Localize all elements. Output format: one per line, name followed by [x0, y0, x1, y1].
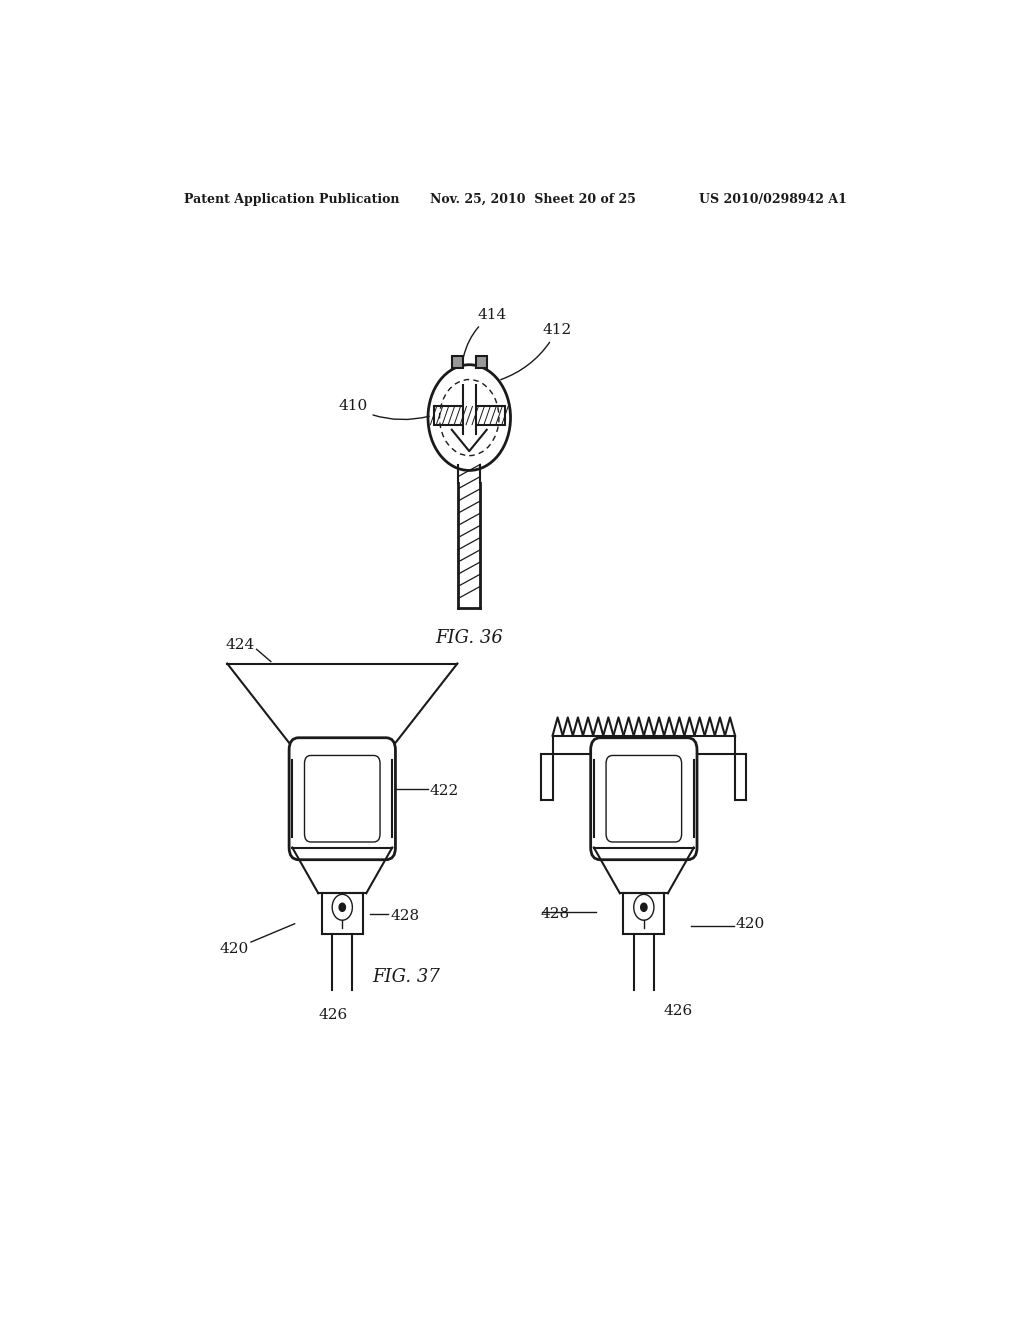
Text: FIG. 36: FIG. 36 [435, 630, 503, 647]
Text: 420: 420 [735, 917, 764, 931]
Bar [452, 355, 463, 368]
Text: 424: 424 [225, 639, 255, 652]
Circle shape [339, 903, 345, 911]
Text: FIG. 37: FIG. 37 [372, 968, 439, 986]
Text: 428: 428 [541, 907, 569, 920]
Circle shape [641, 903, 647, 911]
Text: 414: 414 [464, 308, 507, 356]
Bar [433, 407, 505, 425]
Text: 410: 410 [338, 400, 429, 420]
Text: Nov. 25, 2010  Sheet 20 of 25: Nov. 25, 2010 Sheet 20 of 25 [430, 193, 636, 206]
FancyBboxPatch shape [289, 738, 395, 859]
Bar [475, 355, 486, 368]
Text: 422: 422 [430, 784, 459, 797]
Text: 428: 428 [390, 908, 419, 923]
Text: 426: 426 [664, 1005, 693, 1018]
FancyBboxPatch shape [606, 755, 682, 842]
Text: US 2010/0298942 A1: US 2010/0298942 A1 [699, 193, 847, 206]
Text: 426: 426 [318, 1008, 347, 1022]
FancyBboxPatch shape [591, 738, 697, 859]
Text: 420: 420 [219, 942, 249, 956]
Text: 412: 412 [501, 323, 571, 380]
FancyBboxPatch shape [304, 755, 380, 842]
Bar [463, 385, 475, 434]
Bar [433, 407, 505, 425]
Text: Patent Application Publication: Patent Application Publication [183, 193, 399, 206]
